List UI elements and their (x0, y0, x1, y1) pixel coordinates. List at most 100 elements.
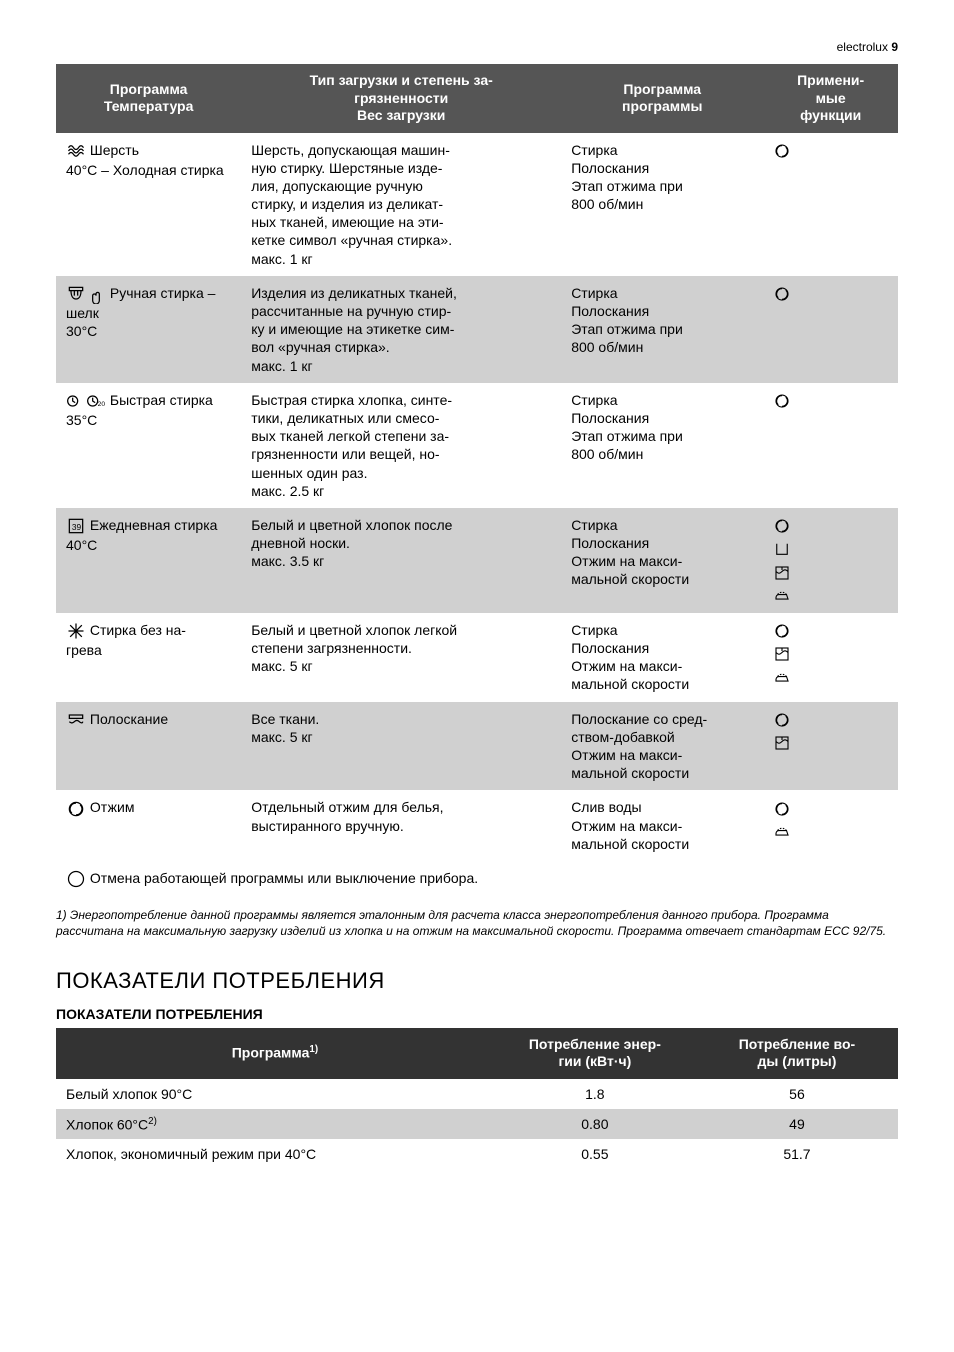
program-sub: грева (66, 642, 102, 658)
program-label: Быстрая стирка (110, 392, 213, 408)
program-label: Отжим (90, 799, 135, 815)
type-cell: Изделия из деликатных тканей,рассчитанны… (241, 276, 561, 383)
wash-th-phase: Программапрограммы (561, 64, 763, 133)
program-label: Стирка без на- (90, 622, 186, 638)
rinse-icon (66, 711, 86, 727)
func-cell (763, 613, 898, 702)
table-row: 39 Ежедневная стирка 40°C Белый и цветной … (56, 508, 898, 613)
spin-icon (773, 798, 888, 817)
func-cell (763, 508, 898, 613)
footnote-1: 1) Энергопотребление данной программы яв… (56, 907, 898, 939)
spin-icon (773, 516, 888, 535)
phase-cell: СтиркаПолосканияЭтап отжима при800 об/ми… (561, 383, 763, 508)
hand-icon (66, 285, 106, 301)
page-header: electrolux 9 (56, 40, 898, 54)
extra-rinse-icon (773, 733, 888, 752)
table-row: 20 Быстрая стирка 35°C Быстрая стирка хлоп… (56, 383, 898, 508)
svg-text:20: 20 (98, 401, 106, 408)
brand-label: electrolux (837, 40, 888, 54)
consume-energy-cell: 0.55 (494, 1139, 696, 1169)
table-row: Отжим Отдельный отжим для белья,выстиранн… (56, 790, 898, 861)
phase-cell: СтиркаПолосканияЭтап отжима при800 об/ми… (561, 133, 763, 276)
easy-iron-icon (773, 667, 888, 686)
cold-icon (66, 622, 86, 638)
table-row: Белый хлопок 90°C1.856 (56, 1079, 898, 1109)
table-row: Хлопок 60°C2)0.8049 (56, 1109, 898, 1140)
program-label: Шерсть (90, 142, 139, 158)
extra-rinse-icon (773, 562, 888, 581)
consumption-table: Программа1) Потребление энер-гии (кВт·ч)… (56, 1028, 898, 1170)
quick-icon: 20 (66, 392, 106, 408)
program-sub: 35°C (66, 412, 97, 428)
easy-iron-icon (773, 586, 888, 605)
program-label: Полоскание (90, 711, 168, 727)
program-cell: Отжим (56, 790, 241, 861)
program-sub: 40°C (66, 537, 97, 553)
program-cell: Шерсть 40°C – Холодная стирка (56, 133, 241, 276)
spin-icon (773, 284, 888, 303)
spin-icon (773, 621, 888, 640)
section-consumption-title: ПОКАЗАТЕЛИ ПОТРЕБЛЕНИЯ (56, 968, 898, 994)
phase-cell: СтиркаПолосканияОтжим на макси-мальной с… (561, 613, 763, 702)
type-cell: Белый и цветной хлопок легкойстепени заг… (241, 613, 561, 702)
daily-icon: 39 (66, 517, 86, 533)
type-cell: Все ткани.макс. 5 кг (241, 702, 561, 791)
consume-th-water: Потребление во-ды (литры) (696, 1028, 898, 1079)
program-sub: 30°C (66, 323, 97, 339)
spin-icon (773, 141, 888, 160)
easy-iron-icon (773, 822, 888, 841)
type-cell: Белый и цветной хлопок последневной носк… (241, 508, 561, 613)
phase-cell: СтиркаПолосканияЭтап отжима при800 об/ми… (561, 276, 763, 383)
table-row: Стирка без на-греваБелый и цветной хлопо… (56, 613, 898, 702)
phase-cell: Слив водыОтжим на макси-мальной скорости (561, 790, 763, 861)
spin-icon (773, 710, 888, 729)
type-cell: Быстрая стирка хлопка, синте-тики, делик… (241, 383, 561, 508)
table-footnote-row: Отмена работающей программы или выключен… (56, 861, 898, 897)
table-row: Ручная стирка – шелк30°CИзделия из делик… (56, 276, 898, 383)
consume-energy-cell: 0.80 (494, 1109, 696, 1140)
program-cell: 39 Ежедневная стирка 40°C (56, 508, 241, 613)
func-cell (763, 133, 898, 276)
wash-th-func: Примени-мыефункции (763, 64, 898, 133)
program-cell: 20 Быстрая стирка 35°C (56, 383, 241, 508)
wash-th-type: Тип загрузки и степень за-грязненностиВе… (241, 64, 561, 133)
extra-rinse-icon (773, 644, 888, 663)
type-cell: Шерсть, допускающая машин-ную стирку. Ше… (241, 133, 561, 276)
section-consumption-subtitle: ПОКАЗАТЕЛИ ПОТРЕБЛЕНИЯ (56, 1006, 898, 1022)
consume-water-cell: 49 (696, 1109, 898, 1140)
type-cell: Отдельный отжим для белья,выстиранного в… (241, 790, 561, 861)
consume-th-program: Программа1) (56, 1028, 494, 1079)
off-icon (66, 870, 86, 886)
wool-icon (66, 142, 86, 158)
footnote-text: Отмена работающей программы или выключен… (90, 870, 478, 886)
program-cell: Стирка без на-грева (56, 613, 241, 702)
program-label: Ежедневная стирка (90, 517, 218, 533)
consume-th-energy: Потребление энер-гии (кВт·ч) (494, 1028, 696, 1079)
func-cell (763, 383, 898, 508)
consume-energy-cell: 1.8 (494, 1079, 696, 1109)
consume-water-cell: 51.7 (696, 1139, 898, 1169)
consume-program-cell: Хлопок 60°C2) (56, 1109, 494, 1140)
table-row: Хлопок, экономичный режим при 40°C0.5551… (56, 1139, 898, 1169)
table-row: Шерсть 40°C – Холодная стирка Шерсть, допу… (56, 133, 898, 276)
svg-text:39: 39 (72, 522, 82, 532)
footnote-cell: Отмена работающей программы или выключен… (56, 861, 898, 897)
program-cell: Ручная стирка – шелк30°C (56, 276, 241, 383)
phase-cell: СтиркаПолосканияОтжим на макси-мальной с… (561, 508, 763, 613)
consume-program-cell: Хлопок, экономичный режим при 40°C (56, 1139, 494, 1169)
program-cell: Полоскание (56, 702, 241, 791)
rinse-hold-icon (773, 539, 888, 558)
phase-cell: Полоскание со сред-ством-добавкойОтжим н… (561, 702, 763, 791)
table-row: Полоскание Все ткани.макс. 5 кгПолоскание… (56, 702, 898, 791)
func-cell (763, 702, 898, 791)
spin-prog-icon (66, 799, 86, 815)
program-sub: 40°C – Холодная стирка (66, 162, 224, 178)
consume-water-cell: 56 (696, 1079, 898, 1109)
func-cell (763, 790, 898, 861)
wash-th-program: ПрограммаТемпература (56, 64, 241, 133)
wash-programs-table: ПрограммаТемпература Тип загрузки и степ… (56, 64, 898, 897)
consume-program-cell: Белый хлопок 90°C (56, 1079, 494, 1109)
func-cell (763, 276, 898, 383)
spin-icon (773, 391, 888, 410)
page-number: 9 (891, 40, 898, 54)
